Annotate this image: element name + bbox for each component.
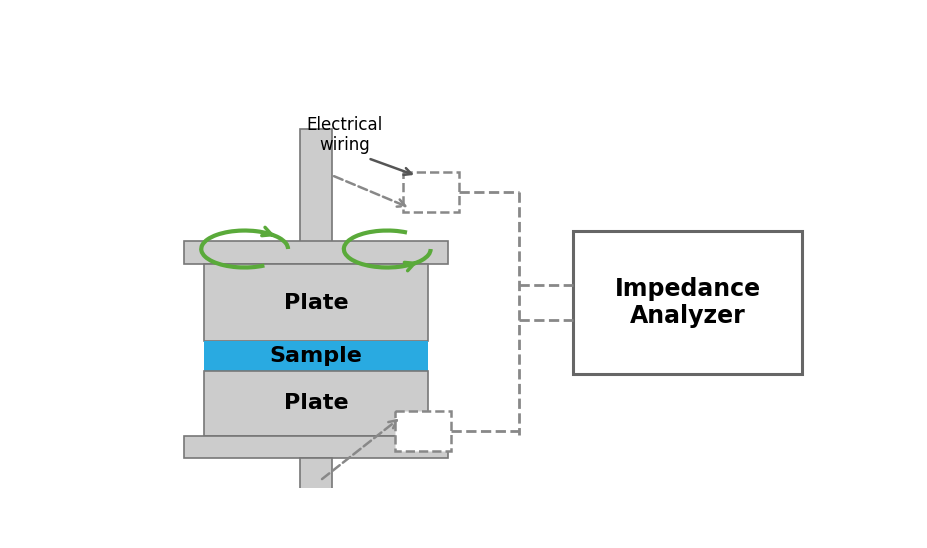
Text: Plate: Plate [284,393,348,413]
Bar [184,436,447,458]
Bar [203,370,428,436]
Bar [203,341,428,370]
Bar [299,129,332,243]
Bar [184,241,447,265]
Text: Sample: Sample [269,346,362,366]
Bar [402,172,458,212]
Text: Electrical
wiring: Electrical wiring [306,116,382,155]
Bar [395,410,451,451]
Bar [203,265,428,341]
Text: Impedance
Analyzer: Impedance Analyzer [614,277,760,328]
Bar [299,458,332,508]
Bar [573,231,801,374]
Text: Plate: Plate [284,293,348,313]
